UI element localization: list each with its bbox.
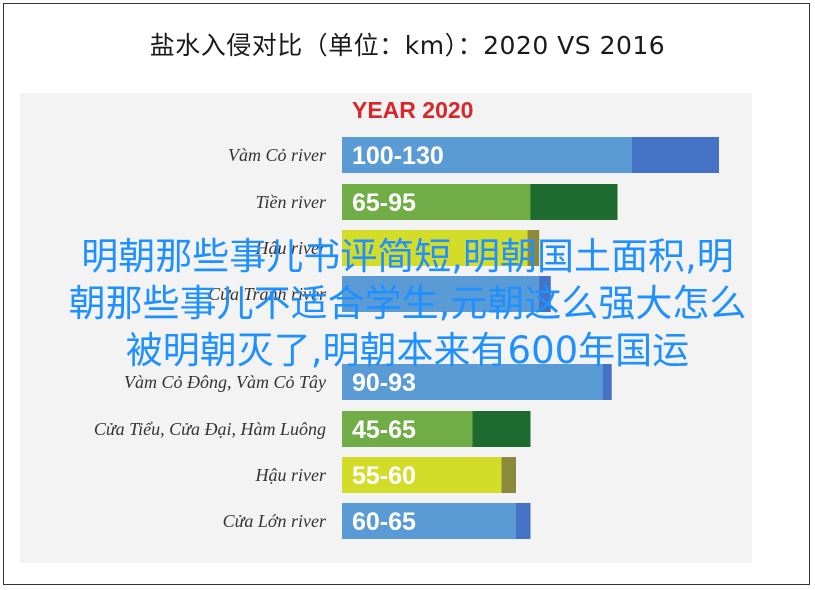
- overlay-watermark-text: 明朝那些事儿书评简短,明朝国土面积,明 朝那些事儿不适合学生,元朝这么强大怎么 …: [0, 233, 815, 374]
- category-label-1-3: Cửa Lớn river: [223, 511, 327, 531]
- chart-title: 盐水入侵对比（单位：km）：2020 VS 2016: [149, 31, 666, 60]
- bar-0-1: [342, 184, 531, 220]
- value-label-1-0: 90-93: [352, 369, 416, 397]
- category-label-0-0: Vàm Cỏ river: [228, 145, 327, 165]
- value-label-1-2: 55-60: [352, 462, 416, 490]
- category-label-0-1: Tiền river: [256, 192, 327, 212]
- bar-0-3: [342, 276, 540, 312]
- year-title-0: YEAR 2020: [352, 97, 473, 123]
- category-label-0-3: Cửa Tranh river: [208, 284, 327, 304]
- category-label-0-2: Hậu river: [255, 238, 327, 258]
- value-label-0-1: 65-95: [352, 189, 416, 217]
- category-label-1-1: Cửa Tiểu, Cửa Đại, Hàm Luông: [94, 419, 326, 439]
- value-label-1-3: 60-65: [352, 508, 416, 536]
- bar-1-3: [342, 503, 516, 539]
- overlay-line-1: 明朝那些事儿书评简短,明朝国土面积,明: [81, 235, 734, 278]
- bar-1-0: [342, 364, 603, 400]
- overlay-line-3: 被明朝灭了,明朝本来有600年国运: [125, 329, 690, 372]
- bar-0-0: [342, 137, 632, 173]
- category-label-1-0: Vàm Cỏ Đông, Vàm Cỏ Tây: [124, 372, 326, 392]
- bar-1-1: [342, 411, 473, 447]
- overlay-line-2: 朝那些事儿不适合学生,元朝这么强大怎么: [68, 282, 747, 325]
- range-bar-chart: YEAR 2020 Vàm Cỏ river 100-130 Tiền river 65…: [94, 97, 719, 539]
- value-label-1-1: 45-65: [352, 416, 416, 444]
- chart-panel: YEAR 2020 Vàm Cỏ river 100-130 Tiền river 65…: [20, 93, 752, 563]
- bar-1-2: [342, 457, 502, 493]
- bar-0-2: [342, 230, 528, 266]
- value-label-0-0: 100-130: [352, 142, 444, 170]
- category-label-1-2: Hậu river: [255, 465, 327, 485]
